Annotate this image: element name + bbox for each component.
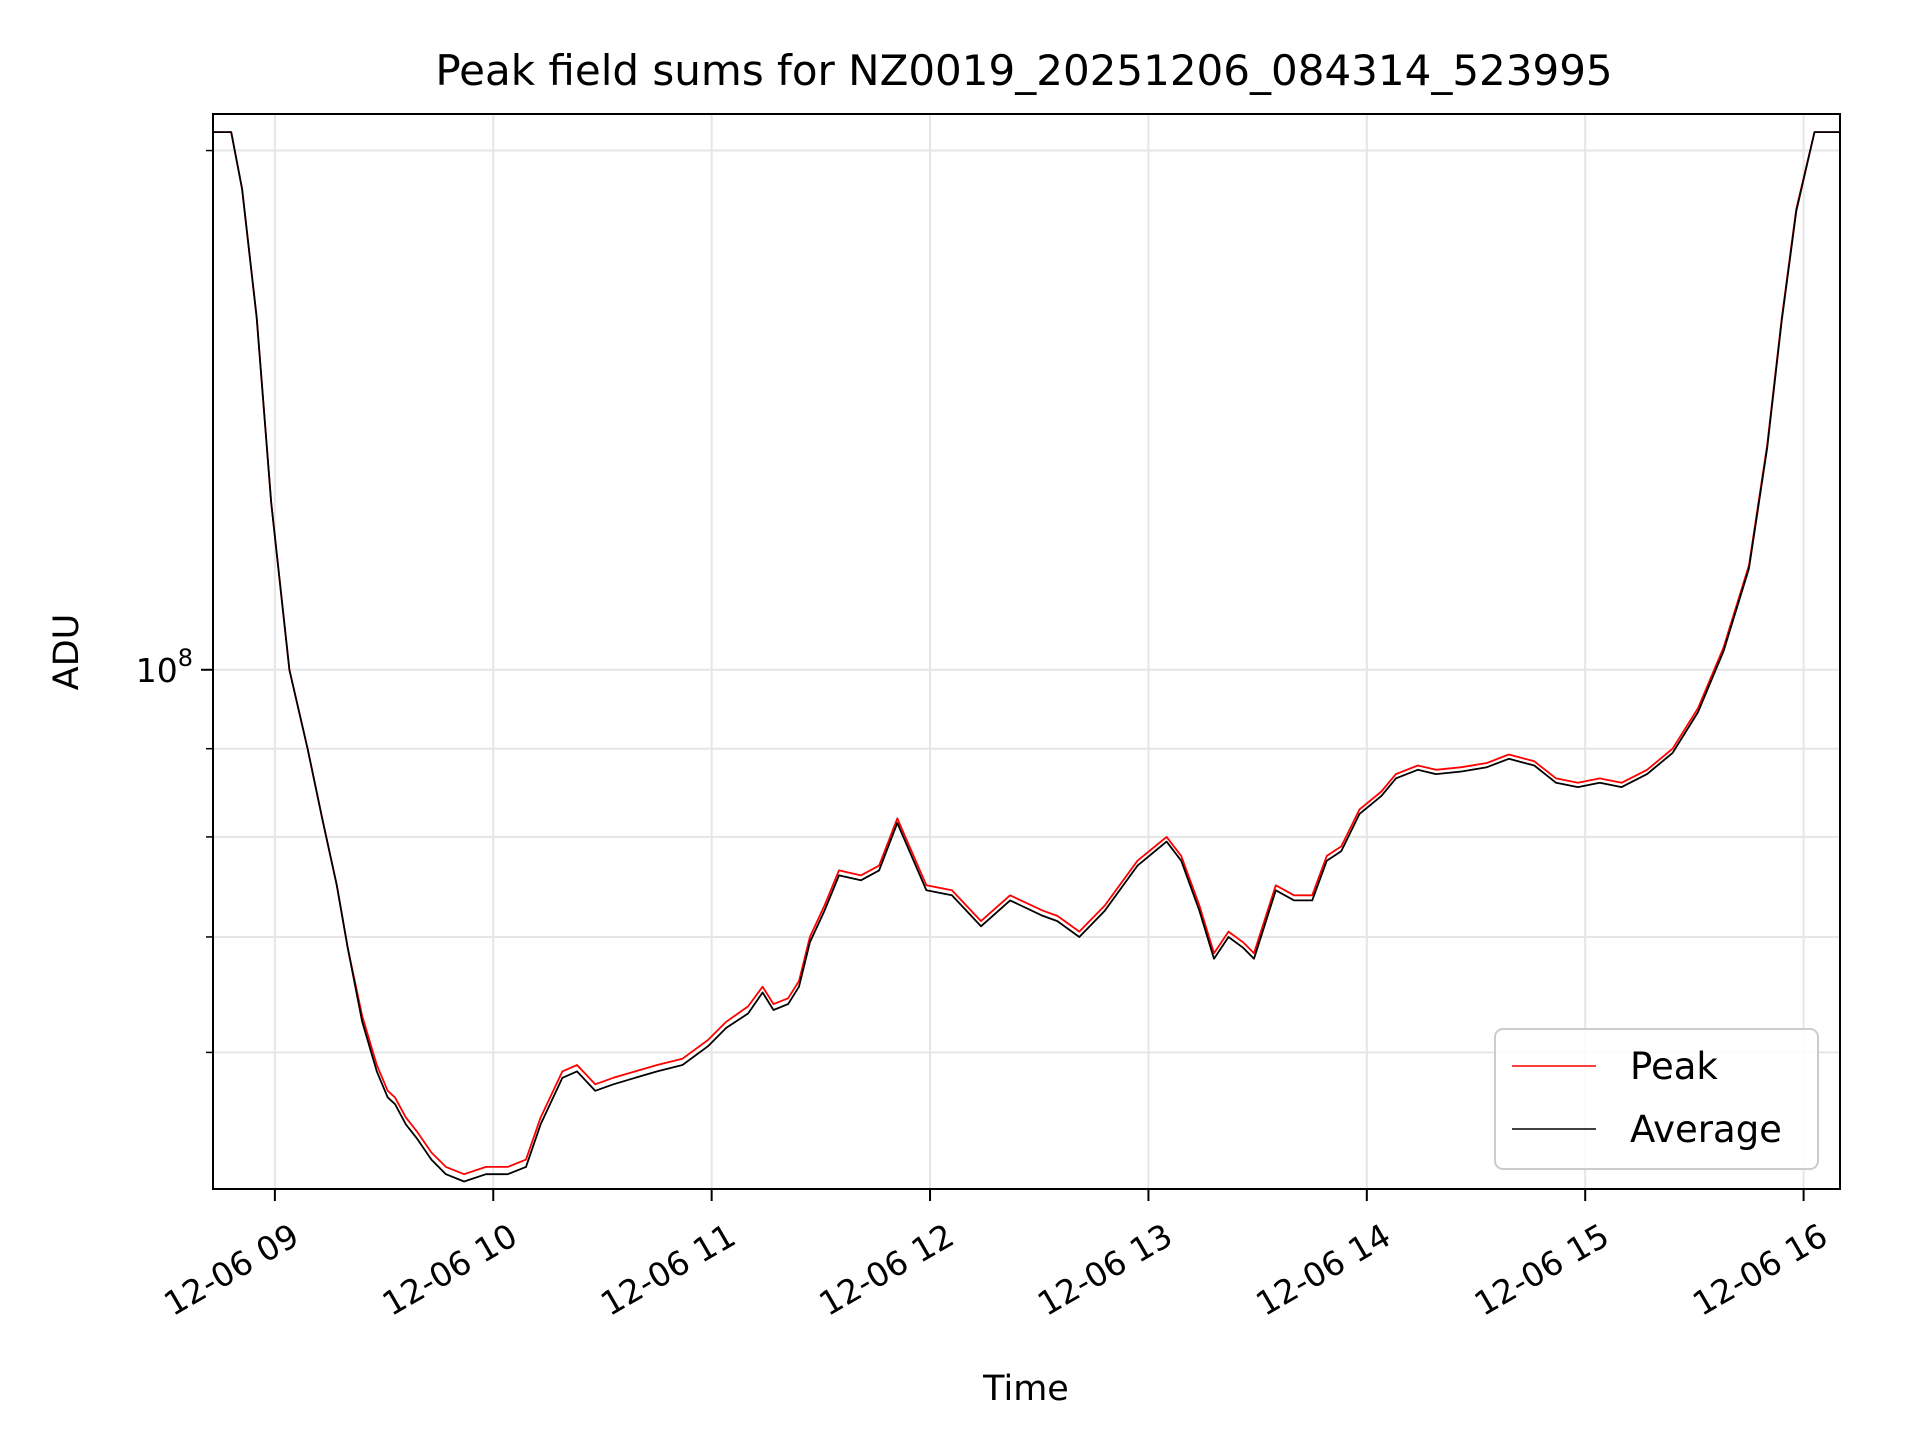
series-line-peak (213, 131, 1840, 1176)
series-line-average (213, 131, 1840, 1183)
x-axis-label: Time (982, 1369, 1069, 1409)
legend-label-average: Average (1630, 1108, 1782, 1151)
y-axis-label: ADU (47, 614, 87, 691)
y-tick-label: 108 (136, 644, 193, 690)
y-axis: 108 (136, 149, 213, 1054)
chart-title: Peak field sums for NZ0019_20251206_0843… (435, 46, 1612, 95)
plot-area (213, 131, 1840, 1183)
legend-box (1494, 1028, 1819, 1170)
series-layer (213, 131, 1840, 1183)
legend: Peak Average (1494, 1028, 1819, 1170)
legend-label-peak: Peak (1630, 1045, 1718, 1088)
plot-frame (212, 113, 1841, 1190)
